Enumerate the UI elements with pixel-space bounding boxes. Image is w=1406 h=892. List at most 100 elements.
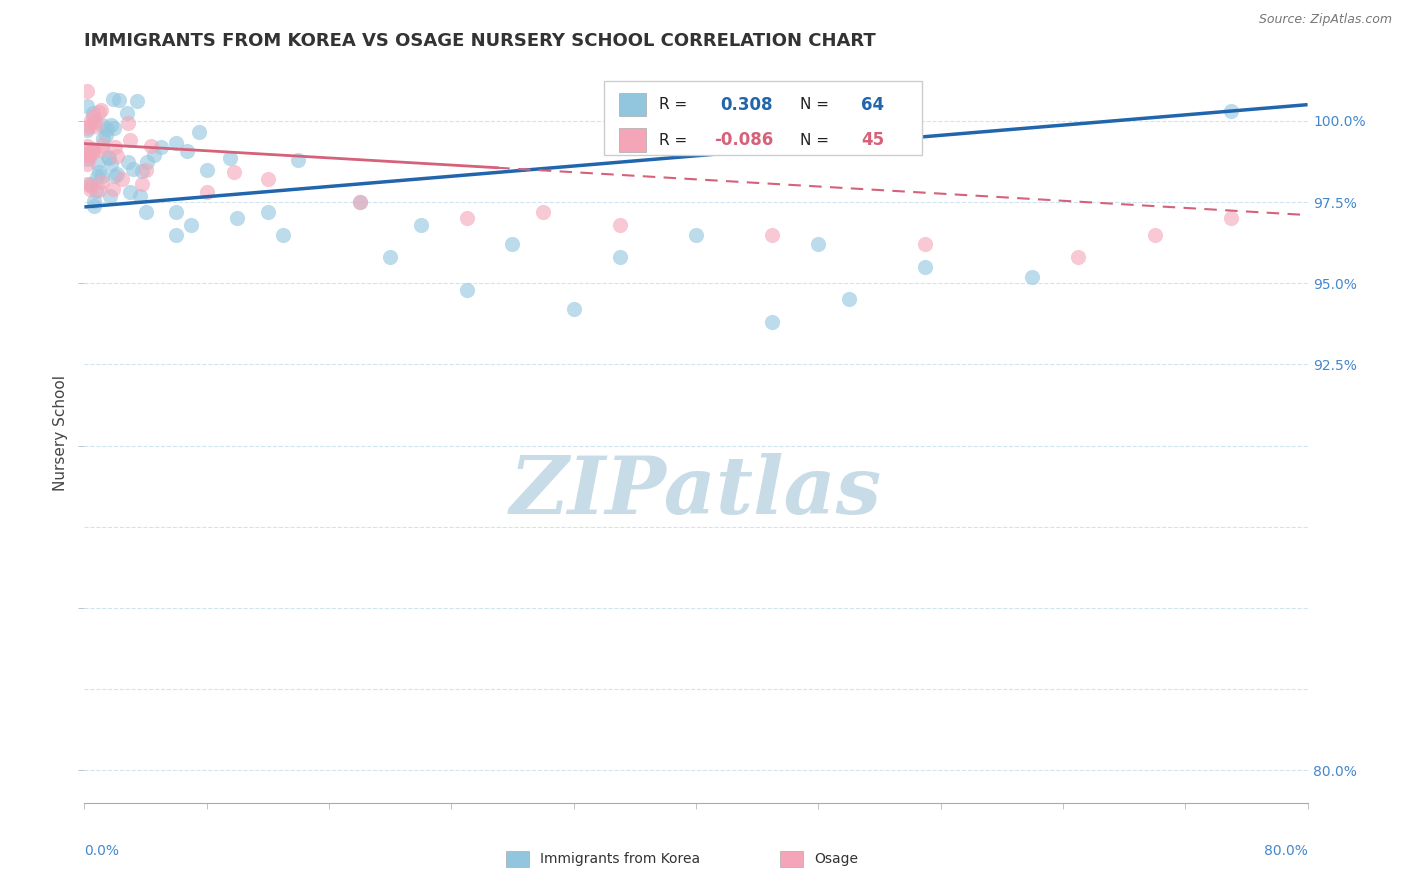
Point [131,177,153,191]
Point [91,137,114,152]
Point [76,139,98,153]
Point [82,143,104,157]
Point [105,167,128,181]
Point [349,195,371,210]
Point [96,121,118,136]
Point [139,139,162,153]
Text: N =: N = [800,133,834,148]
Point [761,315,783,329]
Point [91,175,114,189]
Text: Immigrants from Korea: Immigrants from Korea [540,852,700,866]
Point [79,178,101,192]
Point [1021,269,1043,284]
Point [76,120,98,135]
Point [76,84,98,98]
Text: 0.308: 0.308 [720,95,773,113]
Point [80,179,103,194]
Point [257,204,280,219]
Point [224,165,246,179]
Point [80,113,103,128]
Point [91,169,114,183]
Y-axis label: Nursery School: Nursery School [52,375,67,491]
Point [84,114,107,128]
Point [271,227,294,242]
Point [257,172,280,186]
Point [76,177,98,191]
Point [76,99,98,113]
Point [1143,227,1166,242]
Point [83,119,105,133]
Point [456,211,478,226]
Text: Osage: Osage [814,852,858,866]
Text: Source: ZipAtlas.com: Source: ZipAtlas.com [1258,13,1392,27]
Point [129,189,152,203]
Point [82,110,104,124]
Point [82,145,104,159]
Point [86,169,108,184]
Point [76,146,98,161]
Point [349,195,371,210]
Point [127,95,149,109]
Point [76,157,98,171]
Point [100,118,122,132]
Point [165,204,187,219]
Point [176,144,198,158]
Point [807,237,830,252]
Point [103,120,125,135]
Point [79,151,101,165]
Point [87,164,110,178]
Text: 0.0%: 0.0% [84,844,120,857]
Point [502,237,524,252]
FancyBboxPatch shape [605,81,922,155]
Point [104,140,127,154]
Point [103,182,125,196]
Point [117,116,139,130]
Text: 45: 45 [860,131,884,149]
Point [105,149,128,163]
Bar [619,93,645,117]
Text: N =: N = [800,97,834,112]
Point [165,136,187,150]
Point [131,163,153,178]
Point [104,169,127,183]
Text: ZIPatlas: ZIPatlas [510,453,882,531]
Point [562,302,585,317]
Point [135,162,157,177]
Point [115,105,138,120]
Point [100,156,122,170]
Point [838,293,860,307]
Point [195,162,218,177]
Point [90,144,112,158]
Point [79,182,101,196]
Point [914,237,936,252]
Point [84,184,107,198]
Point [685,227,707,242]
Text: -0.086: -0.086 [714,131,773,149]
Point [96,128,118,142]
Text: 64: 64 [860,95,884,113]
Point [77,147,100,161]
Point [120,186,142,200]
Point [117,155,139,169]
Point [83,194,105,208]
Point [83,198,105,212]
Point [149,140,172,154]
Point [80,142,103,156]
Point [122,161,145,176]
Text: 80.0%: 80.0% [1264,844,1308,857]
Point [142,148,165,162]
Text: IMMIGRANTS FROM KOREA VS OSAGE NURSERY SCHOOL CORRELATION CHART: IMMIGRANTS FROM KOREA VS OSAGE NURSERY S… [84,32,876,50]
Point [87,183,110,197]
Point [76,152,98,166]
Point [87,105,110,120]
Point [101,92,124,106]
Point [1067,250,1090,264]
Point [98,151,121,165]
Point [97,150,120,164]
Point [111,171,134,186]
Point [180,218,202,232]
Point [135,155,157,169]
Point [76,123,98,137]
Point [91,130,114,145]
Point [86,156,108,170]
